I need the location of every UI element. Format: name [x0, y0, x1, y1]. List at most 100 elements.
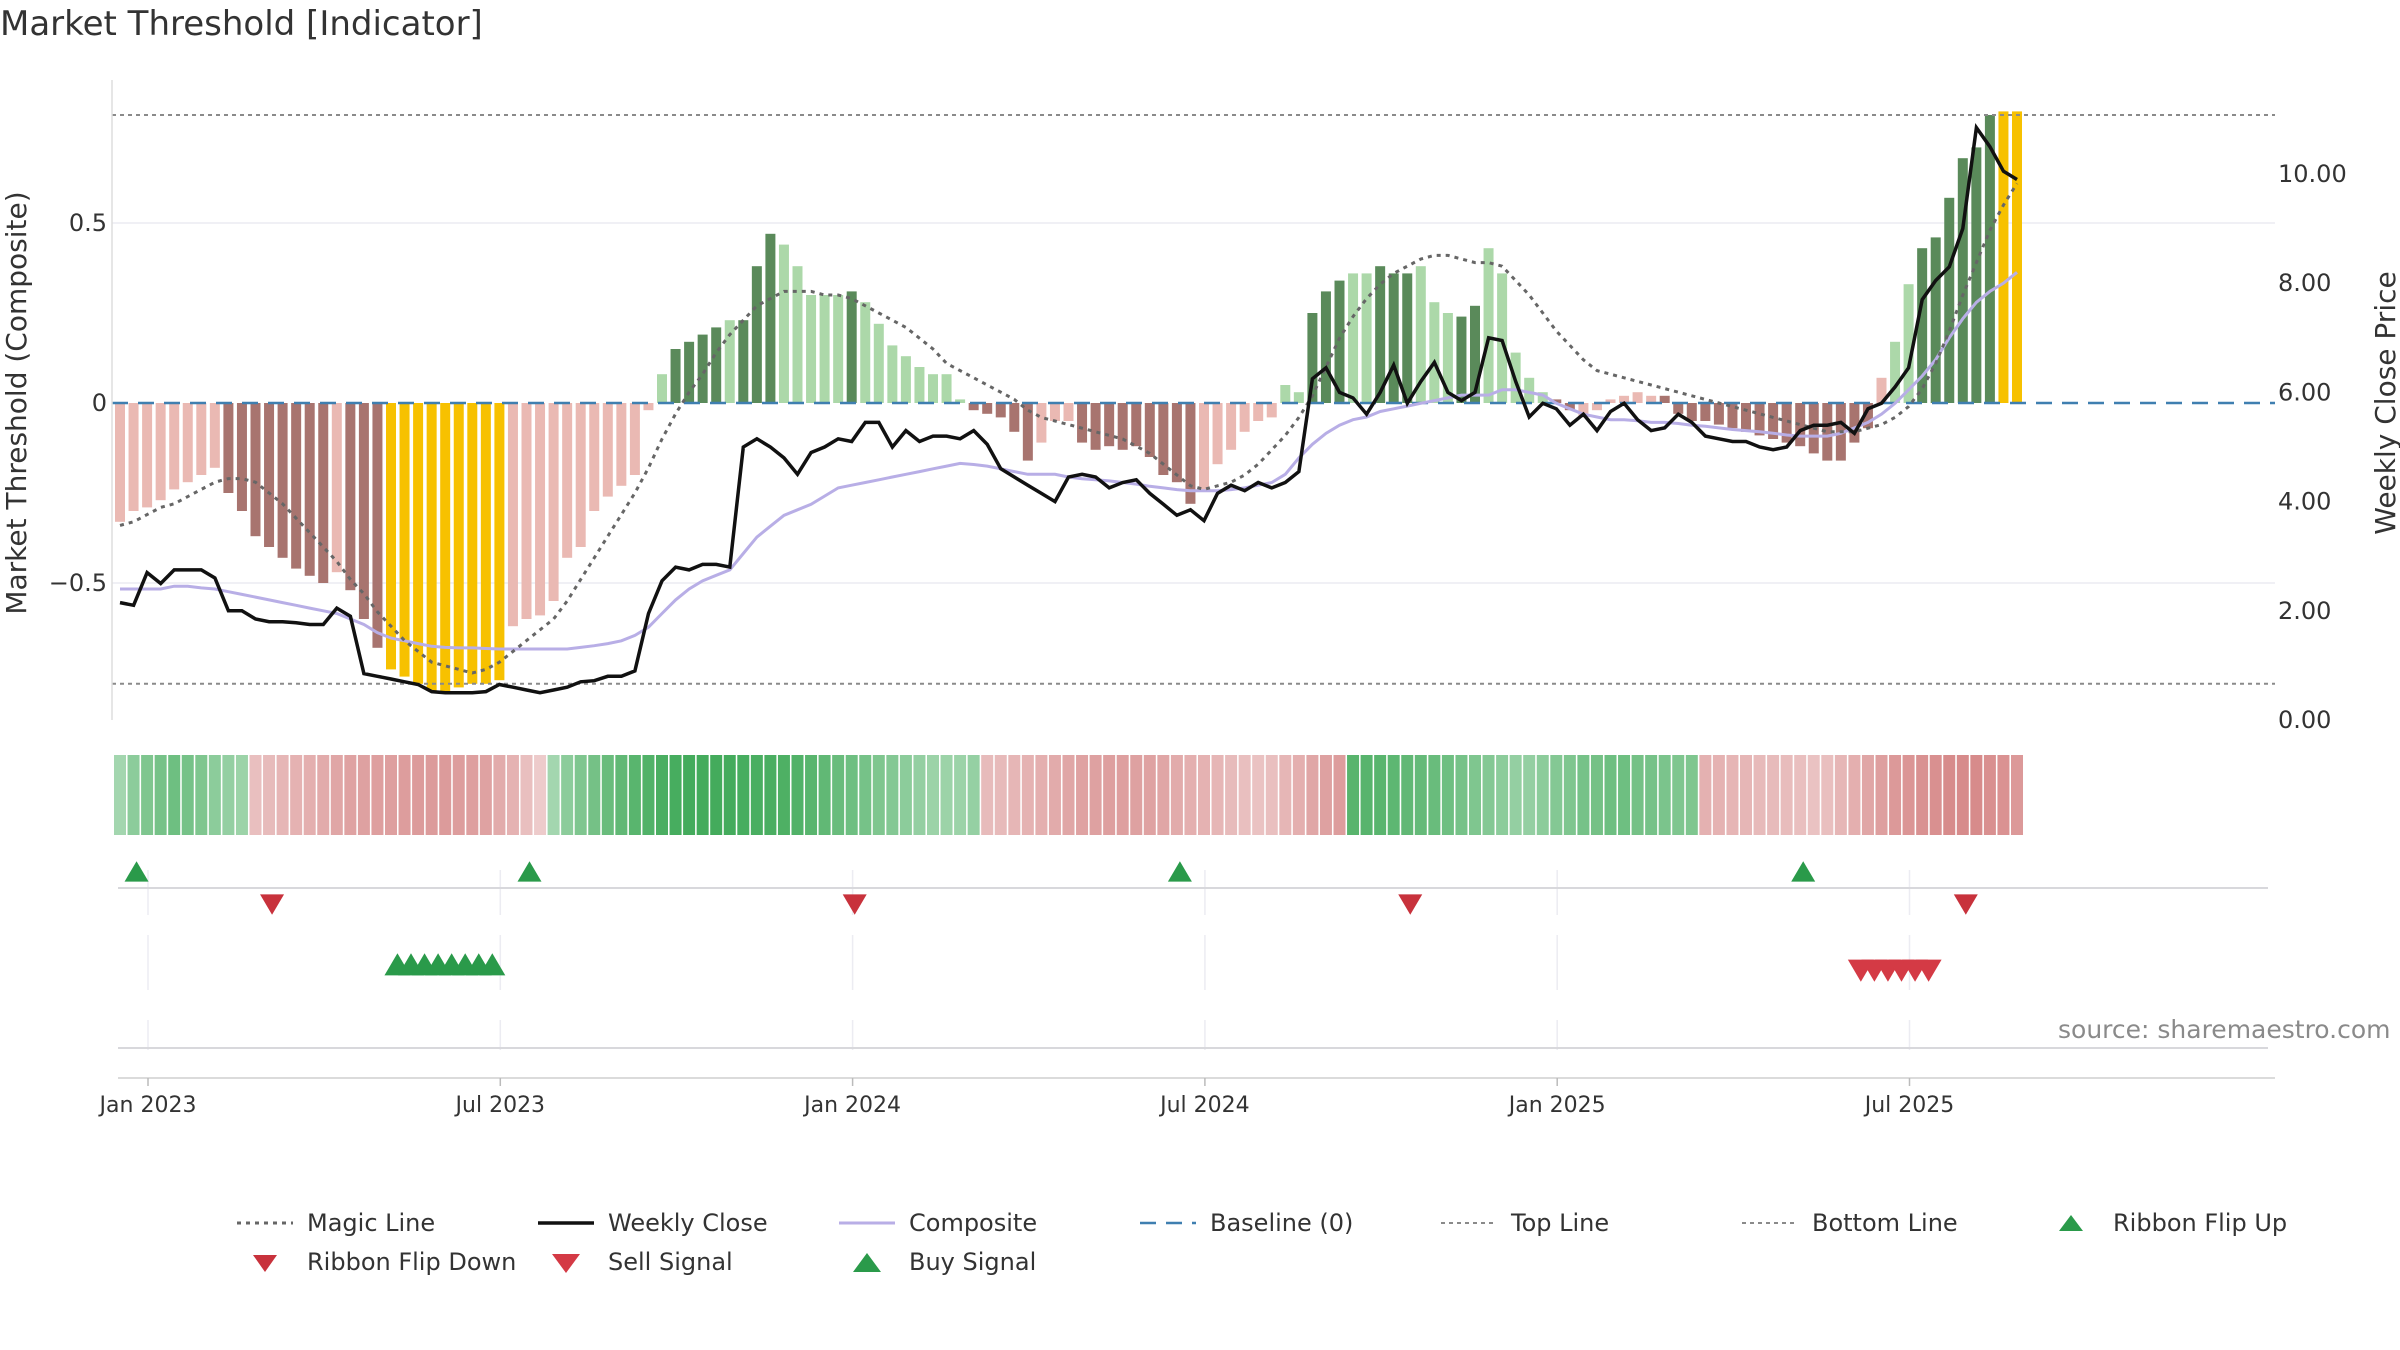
ribbon-cell	[506, 755, 519, 835]
ribbon-cell	[1509, 755, 1522, 835]
composite-bar	[304, 403, 315, 576]
ribbon-cell	[859, 755, 872, 835]
ribbon-cell	[1076, 755, 1089, 835]
ribbon-cell	[425, 755, 438, 835]
composite-bar	[426, 403, 437, 691]
composite-bar	[1185, 403, 1196, 504]
ribbon-cell	[628, 755, 641, 835]
composite-bar	[833, 295, 844, 403]
legend-swatch	[1742, 1222, 1798, 1224]
composite-bar	[955, 399, 966, 403]
ribbon-cell	[452, 755, 465, 835]
composite-bar	[277, 403, 288, 558]
composite-bar	[562, 403, 573, 558]
ribbon-cell	[954, 755, 967, 835]
composite-bar	[670, 349, 681, 403]
ribbon-cell	[127, 755, 140, 835]
composite-bar	[440, 403, 451, 691]
composite-bar	[1280, 385, 1291, 403]
composite-bar	[1049, 403, 1060, 421]
composite-bar	[2012, 111, 2022, 404]
composite-bar	[1564, 403, 1575, 411]
ribbon-cell	[656, 755, 668, 835]
ribbon-cell	[696, 755, 709, 835]
composite-bar	[575, 403, 586, 547]
ribbon-cell	[1956, 755, 1969, 835]
composite-bar	[358, 403, 369, 619]
legend-item-sell: Sell Signal	[536, 1245, 733, 1279]
ribbon-cell	[1401, 755, 1414, 835]
composite-bar	[1578, 403, 1589, 418]
composite-bar	[264, 403, 275, 547]
composite-bar	[711, 327, 722, 403]
y2-tick-label: 10.00	[2278, 160, 2347, 188]
ribbon-cell	[913, 755, 926, 835]
ribbon-cell	[1116, 755, 1129, 835]
composite-bar	[1903, 284, 1914, 403]
ribbon-cell	[1455, 755, 1468, 835]
ribbon-cell	[1726, 755, 1739, 835]
composite-bar	[1591, 403, 1602, 411]
ribbon-cell	[750, 755, 763, 835]
composite-bar	[1890, 341, 1901, 403]
legend-swatch	[2059, 1215, 2083, 1231]
composite-bar	[115, 403, 125, 522]
ribbon-cell	[1374, 755, 1387, 835]
ribbon-flip-down-marker	[1953, 894, 1978, 915]
ribbon-cell	[222, 755, 235, 835]
x-tick-label: Jan 2023	[98, 1093, 197, 1118]
composite-bar	[1334, 280, 1345, 403]
ribbon-cell	[1347, 755, 1360, 835]
ribbon-cell	[1157, 755, 1170, 835]
ribbon-cell	[371, 755, 384, 835]
composite-bar	[196, 403, 207, 475]
ribbon-cell	[805, 755, 818, 835]
ribbon-flip-up-marker	[517, 861, 542, 882]
composite-bar	[724, 320, 735, 403]
legend-label: Bottom Line	[1812, 1209, 1958, 1237]
composite-bar	[697, 334, 708, 403]
ribbon-cell	[168, 755, 181, 835]
composite-bar	[399, 403, 410, 677]
composite-bar	[1348, 273, 1359, 403]
ribbon-cell	[1265, 755, 1278, 835]
composite-bar	[223, 403, 234, 493]
ribbon-cell	[710, 755, 723, 835]
axes-layer: 0.5 0 −0.5 10.00 8.00 6.00 4.00 2.00 0.00 Jan 202…	[0, 80, 2400, 1118]
ribbon-cell	[547, 755, 560, 835]
ribbon-cell	[263, 755, 276, 835]
composite-bar	[1632, 392, 1643, 403]
composite-bar	[1226, 403, 1237, 450]
composite-bar	[1456, 316, 1467, 403]
composite-bar	[1253, 403, 1264, 421]
ribbon-layer	[114, 755, 2023, 835]
weekly-close-line	[119, 122, 2018, 695]
ribbon-cell	[466, 755, 479, 835]
ribbon-cell	[1550, 755, 1563, 835]
composite-bar	[1619, 395, 1630, 403]
composite-bar	[331, 403, 342, 573]
composite-bar	[765, 233, 776, 403]
composite-bar	[453, 403, 464, 688]
ribbon-cell	[1631, 755, 1644, 835]
composite-bar	[1524, 377, 1535, 403]
legend-label: Weekly Close	[608, 1209, 768, 1237]
ribbon-cell	[1238, 755, 1251, 835]
composite-bar	[1984, 115, 1995, 403]
legend-swatch	[538, 1221, 594, 1225]
legend-item-top: Top Line	[1439, 1206, 1609, 1240]
ribbon-cell	[1211, 755, 1224, 835]
composite-bar	[900, 356, 911, 403]
composite-bar	[792, 266, 803, 403]
ribbon-cell	[886, 755, 899, 835]
y2-axis-title: Weekly Close Price	[2369, 271, 2400, 534]
ribbon-cell	[290, 755, 303, 835]
ribbon-cell	[1292, 755, 1305, 835]
ribbon-cell	[1685, 755, 1698, 835]
composite-bar	[1415, 266, 1426, 403]
ribbon-cell	[1048, 755, 1061, 835]
composite-bar	[1727, 403, 1738, 429]
composite-bar	[142, 403, 153, 508]
ribbon-flip-up-marker	[124, 861, 149, 882]
ribbon-cell	[141, 755, 154, 835]
